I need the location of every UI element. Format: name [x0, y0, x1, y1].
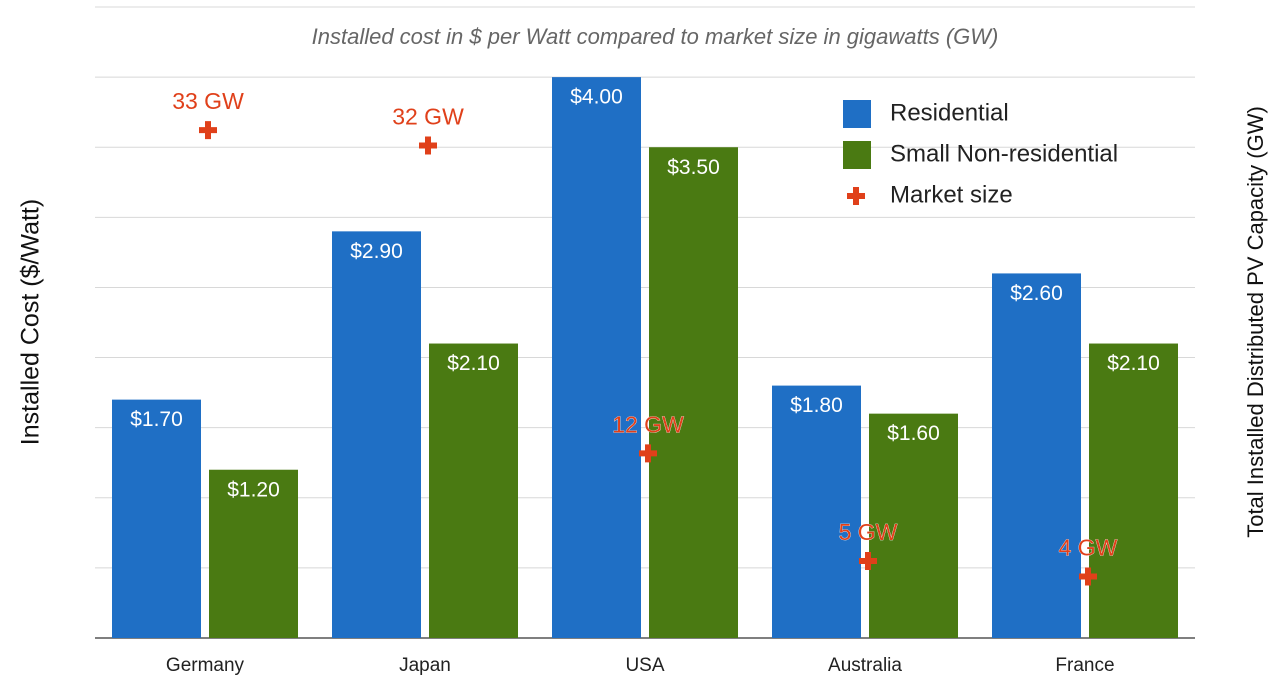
market-marker	[1079, 567, 1097, 586]
legend-swatch	[843, 141, 871, 169]
bar-value-label: $1.80	[790, 394, 843, 417]
bar	[112, 399, 201, 638]
bar-value-label: $1.70	[130, 408, 183, 431]
market-label: 33 GW	[172, 88, 244, 114]
bar	[209, 469, 298, 638]
bar-value-label: $2.10	[447, 352, 500, 375]
bar	[429, 343, 518, 638]
bar	[1089, 343, 1178, 638]
x-tick-label: Australia	[828, 655, 902, 676]
market-label: 12 GW	[612, 411, 684, 437]
bar-value-label: $1.20	[227, 478, 280, 501]
bar	[992, 273, 1081, 638]
market-marker	[199, 121, 217, 140]
bar-value-label: $2.10	[1107, 352, 1160, 375]
bar-value-label: $2.60	[1010, 282, 1063, 305]
bar-value-label: $1.60	[887, 422, 940, 445]
bar	[869, 413, 958, 638]
y-axis-label: Installed Cost ($/Watt)	[17, 199, 45, 445]
market-label: 32 GW	[392, 104, 464, 130]
legend-label: Residential	[890, 99, 1009, 126]
bar	[772, 385, 861, 638]
market-label: 5 GW	[839, 519, 898, 545]
bar-value-label: $3.50	[667, 156, 720, 179]
x-tick-label: Japan	[399, 655, 451, 676]
legend-label: Market size	[890, 181, 1013, 208]
x-tick-label: USA	[625, 655, 664, 676]
market-marker	[639, 444, 657, 463]
bar	[332, 231, 421, 638]
bar	[649, 147, 738, 638]
bar-value-label: $4.00	[570, 86, 623, 109]
market-label: 4 GW	[1059, 535, 1118, 561]
bar	[552, 77, 641, 639]
chart-title: Installed cost in $ per Watt compared to…	[312, 24, 999, 49]
legend-label: Small Non-residential	[890, 140, 1118, 167]
market-marker	[859, 552, 877, 571]
x-tick-label: France	[1055, 655, 1114, 676]
legend-swatch	[843, 100, 871, 128]
market-marker	[419, 136, 437, 155]
legend-marker	[847, 187, 865, 205]
bar-value-label: $2.90	[350, 240, 403, 263]
x-tick-label: Germany	[166, 655, 245, 676]
y2-axis-label: Total Installed Distributed PV Capacity …	[1243, 106, 1268, 538]
